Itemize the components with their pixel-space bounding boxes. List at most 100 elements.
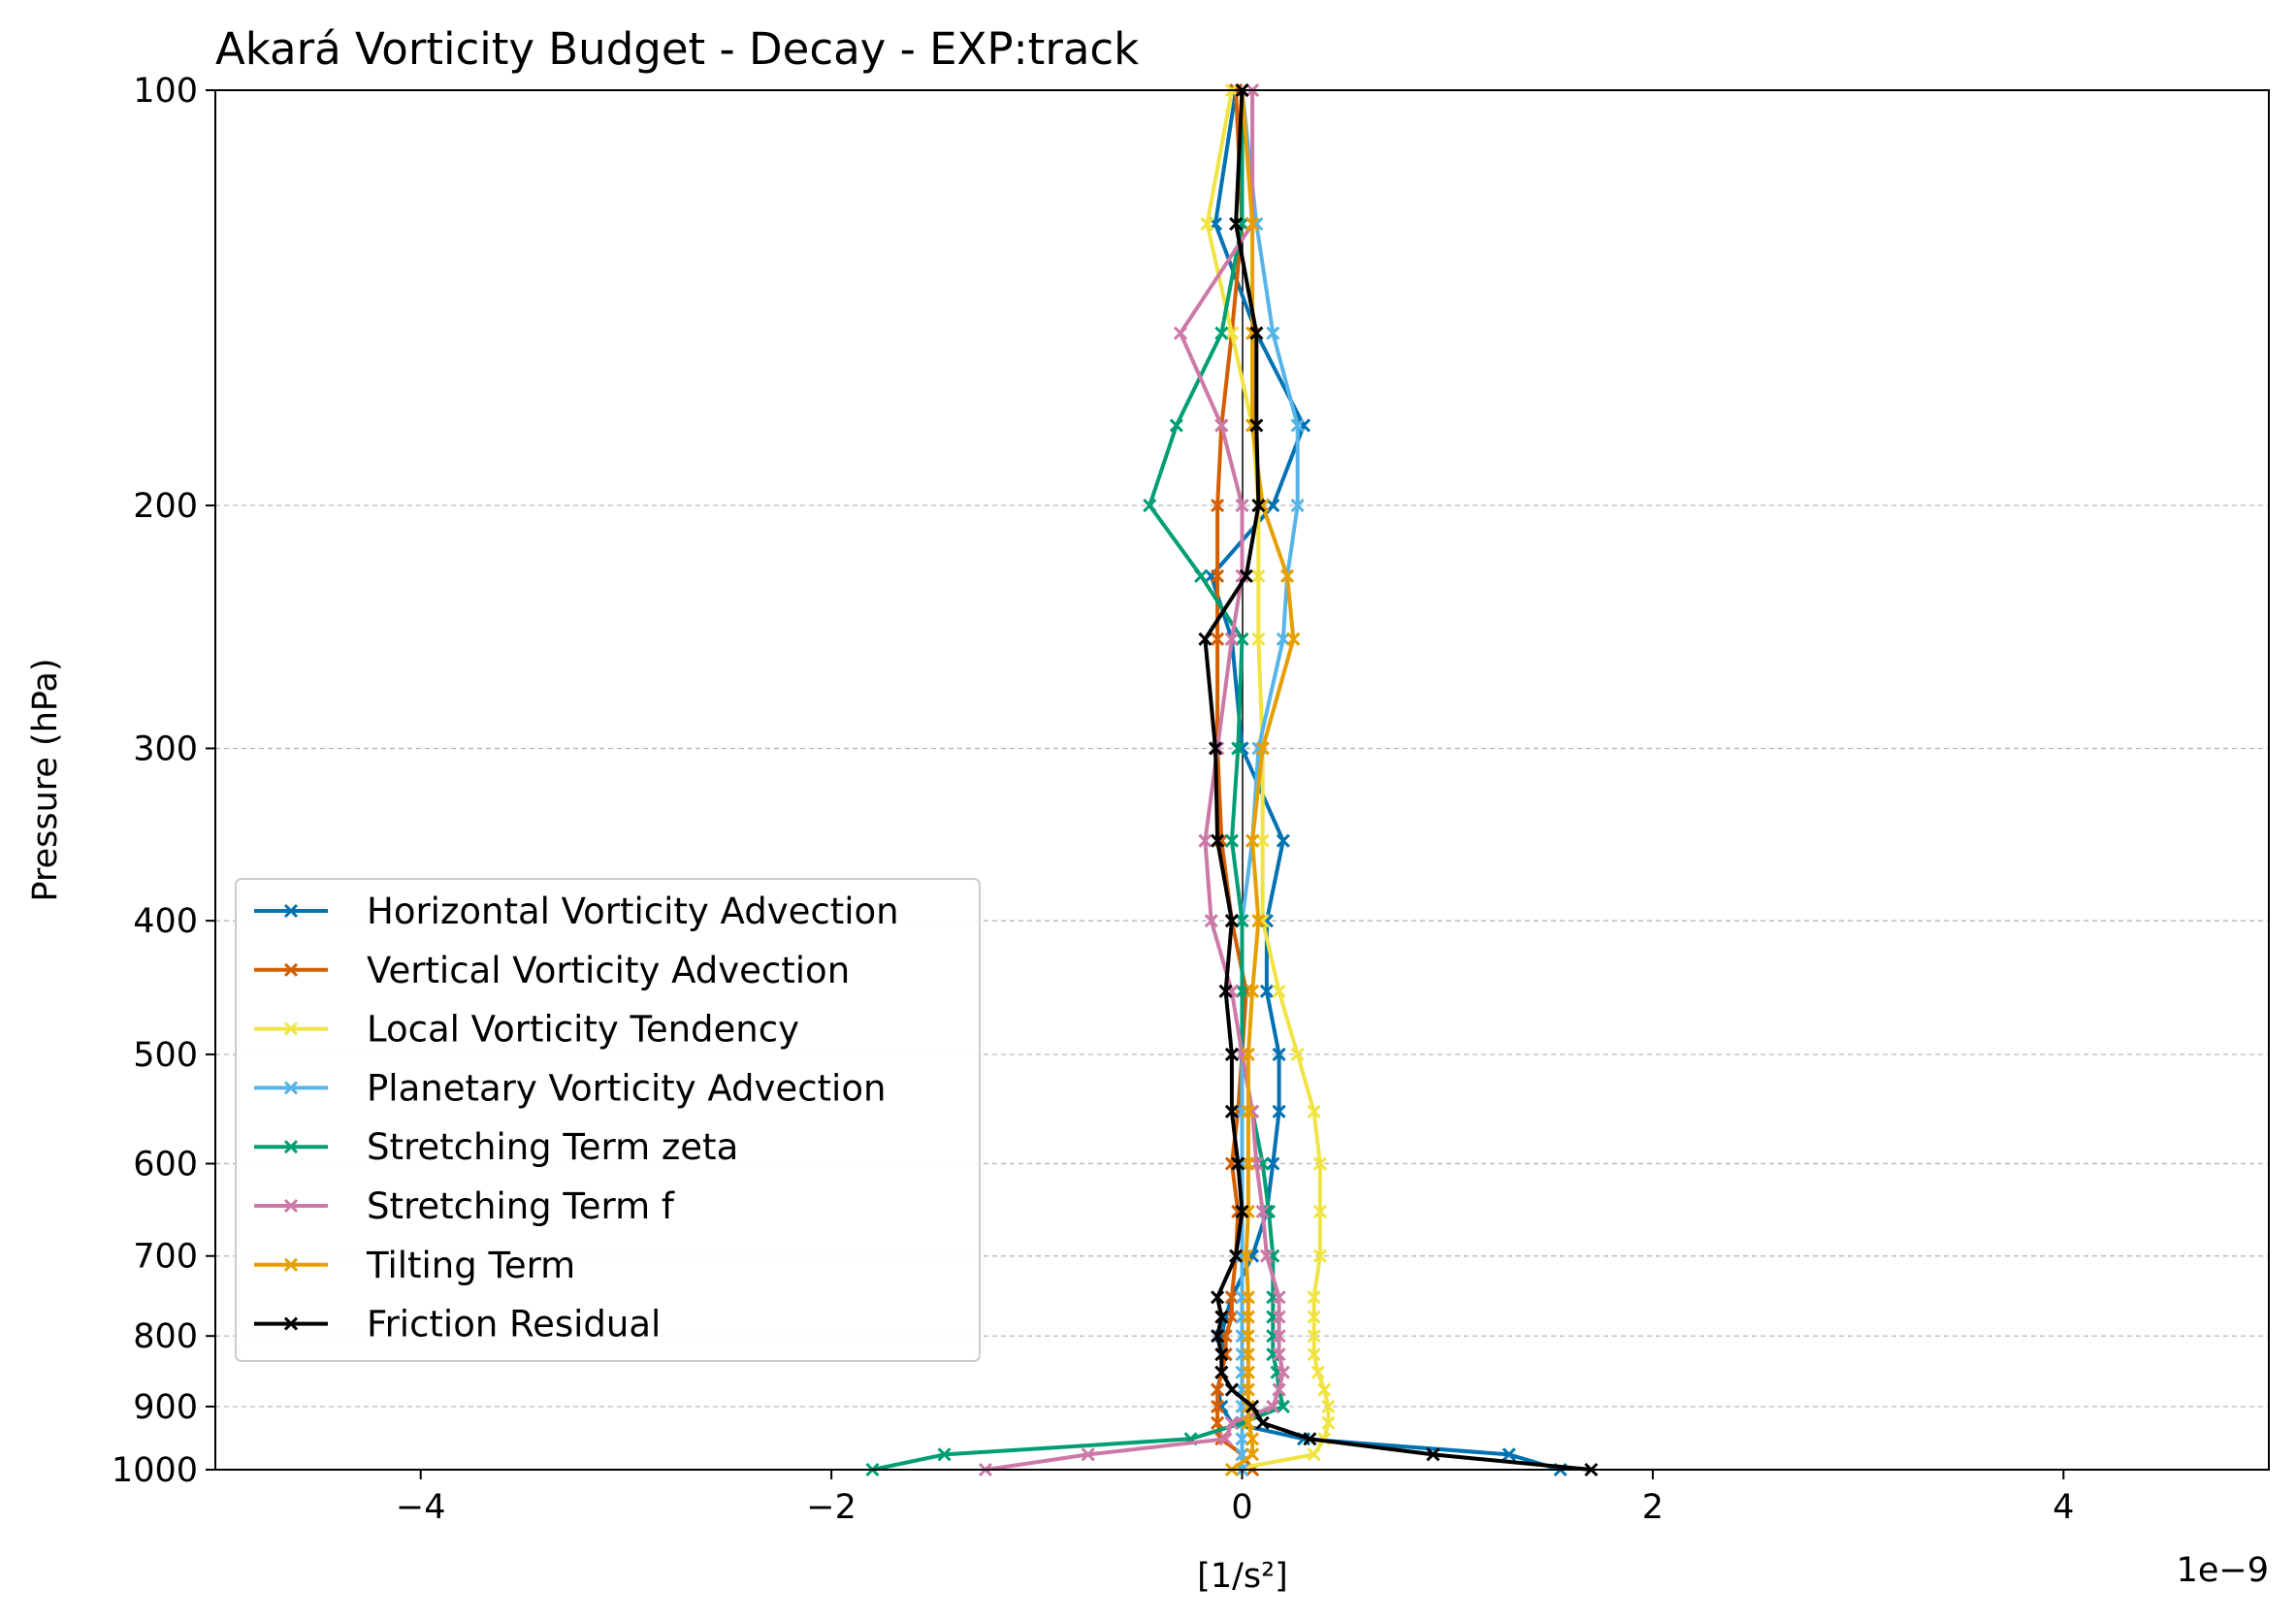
data-point [1251, 632, 1266, 646]
data-point [1307, 1310, 1321, 1324]
data-point [1245, 833, 1260, 848]
data-point [1214, 326, 1229, 340]
data-point [1259, 984, 1274, 998]
data-point [1255, 833, 1270, 848]
data-point [1241, 1415, 1255, 1430]
y-tick-label: 900 [133, 1388, 198, 1427]
legend-item-horizontal-vorticity-advection: Horizontal Vorticity Advection [254, 891, 899, 932]
data-point [1312, 1248, 1328, 1263]
data-point [1266, 1399, 1280, 1413]
data-point [1224, 1104, 1239, 1118]
x-tick-label: 2 [1642, 1488, 1664, 1527]
data-point [1211, 1382, 1225, 1397]
data-point [1276, 833, 1290, 848]
x-tick-label: −2 [806, 1488, 857, 1527]
x-axis-label: [1/s²] [1197, 1557, 1288, 1596]
data-point [1272, 984, 1286, 998]
data-point [1272, 1104, 1286, 1118]
data-point [1255, 741, 1270, 756]
data-point [1241, 1104, 1255, 1118]
data-point [1272, 1329, 1286, 1344]
data-point [1245, 984, 1260, 998]
legend-marker [283, 1316, 299, 1331]
data-point [1211, 1399, 1225, 1413]
x-tick-label: 4 [2053, 1488, 2074, 1527]
data-point [1502, 1447, 1516, 1462]
data-point [1307, 1104, 1321, 1118]
data-point [1241, 1399, 1255, 1413]
y-tick-label: 1000 [112, 1451, 198, 1490]
data-point [1231, 1156, 1245, 1171]
data-point [1241, 1156, 1255, 1171]
data-point [937, 1447, 952, 1462]
data-point [1251, 499, 1266, 513]
x-axis-ticks: −4 −2 0 2 4 [396, 1470, 2074, 1527]
data-point [1229, 216, 1244, 231]
data-point [1239, 1248, 1253, 1263]
data-point [1312, 1156, 1328, 1171]
data-point [1231, 741, 1245, 756]
data-point [1081, 1447, 1095, 1462]
legend-item-planetary-vorticity-advection: Planetary Vorticity Advection [254, 1067, 886, 1109]
data-point [1204, 914, 1218, 928]
data-point [1214, 418, 1229, 433]
data-point [1224, 914, 1239, 928]
data-point [1143, 499, 1157, 513]
legend-item-vertical-vorticity-advection: Vertical Vorticity Advection [254, 950, 850, 991]
legend-item-stretching-term-zeta: Stretching Term zeta [254, 1126, 738, 1168]
y-axis-label: Pressure (hPa) [26, 658, 65, 901]
chart-title: Akará Vorticity Budget - Decay - EXP:tra… [215, 23, 1139, 75]
data-point [1239, 568, 1253, 583]
data-point [1276, 1365, 1290, 1379]
data-point [1218, 1432, 1233, 1446]
y-axis-ticks: 100 200 300 400 500 600 700 800 900 1000 [112, 72, 215, 1490]
data-point [1259, 1248, 1274, 1263]
data-point [1198, 833, 1213, 848]
data-point [1224, 1382, 1239, 1397]
data-point [1194, 568, 1209, 583]
legend-label: Tilting Term [366, 1245, 575, 1286]
data-point [1310, 1365, 1325, 1379]
data-point [1290, 499, 1305, 513]
data-point [1272, 1310, 1286, 1324]
legend-label: Planetary Vorticity Advection [367, 1067, 886, 1109]
data-point [1241, 1310, 1255, 1324]
data-point [1211, 499, 1225, 513]
legend-item-tilting-term: Tilting Term [254, 1245, 575, 1286]
data-point [1235, 499, 1249, 513]
data-point [1276, 632, 1290, 646]
data-point [1241, 1329, 1255, 1344]
legend-marker [283, 1081, 299, 1095]
data-point [1307, 1290, 1321, 1305]
data-point [1214, 1365, 1229, 1379]
x-tick-label: −4 [396, 1488, 446, 1527]
legend-label: Friction Residual [367, 1304, 661, 1345]
series-friction-residual [1198, 82, 1599, 1477]
y-tick-label: 700 [133, 1238, 198, 1277]
legend-marker [283, 1140, 299, 1154]
data-point [1224, 1310, 1239, 1324]
data-point [1426, 1447, 1440, 1462]
data-point [1224, 326, 1239, 340]
data-point [1208, 741, 1223, 756]
data-point [1272, 1290, 1286, 1305]
data-point [1255, 1415, 1270, 1430]
data-point [1218, 984, 1233, 998]
y-tick-label: 300 [133, 729, 198, 768]
legend-label: Local Vorticity Tendency [367, 1009, 799, 1051]
data-point [1249, 326, 1264, 340]
y-tick-label: 200 [133, 487, 198, 526]
legend-label: Stretching Term f [367, 1185, 675, 1227]
legend-item-stretching-term-f: Stretching Term f [254, 1185, 675, 1227]
y-tick-label: 800 [133, 1317, 198, 1356]
legend-marker [283, 962, 299, 977]
data-point [1224, 1290, 1239, 1305]
legend-item-local-vorticity-tendency: Local Vorticity Tendency [254, 1009, 799, 1051]
data-point [1245, 1432, 1260, 1446]
data-point [1241, 1290, 1255, 1305]
data-point [1211, 833, 1225, 848]
legend-marker [283, 1021, 299, 1036]
x-tick-label: 0 [1231, 1488, 1252, 1527]
data-point [1251, 568, 1266, 583]
